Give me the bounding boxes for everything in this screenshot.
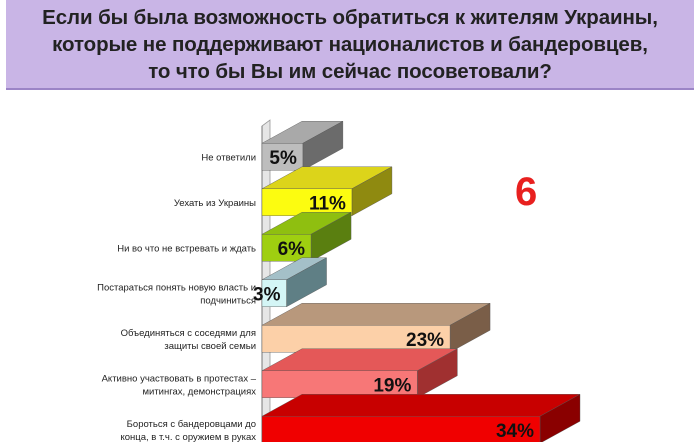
bar-top-face <box>261 394 581 417</box>
category-label: Ни во что не встревать и ждать <box>117 243 256 254</box>
bar-front-face <box>261 143 304 171</box>
category-label: Бороться с бандеровцами до <box>127 419 256 430</box>
category-label: подчиниться <box>200 295 256 306</box>
bar-4: 3% <box>253 257 327 308</box>
value-label: 11% <box>309 193 346 214</box>
bar-1: 5% <box>261 120 344 171</box>
bar-front-face <box>261 188 353 216</box>
chart-title: Если бы была возможность обратиться к жи… <box>42 5 658 83</box>
category-label: Активно участвовать в протестах – <box>102 373 257 384</box>
slide-number: 6 <box>515 170 538 214</box>
bar-front-face <box>261 416 541 442</box>
value-label: 5% <box>269 148 297 169</box>
category-label: Постараться понять новую власть и <box>97 282 256 293</box>
bar-5: 23% <box>261 302 491 353</box>
category-label: защиты своей семьи <box>164 341 256 352</box>
category-label: Объединяться с соседями для <box>121 328 256 339</box>
bar-6: 19% <box>261 348 458 399</box>
value-label: 19% <box>373 375 411 396</box>
category-label: Не ответили <box>201 152 256 163</box>
category-label: конца, в т.ч. с оружием в руках <box>121 432 257 442</box>
bar-front-face <box>261 279 287 307</box>
category-label: Уехать из Украины <box>174 198 256 209</box>
category-label: митингах, демонстрациях <box>142 386 256 397</box>
bar-3: 6% <box>261 211 352 262</box>
value-label: 6% <box>278 239 306 260</box>
bar-front-face <box>261 370 418 398</box>
bar-front-face <box>261 325 451 353</box>
bar-2: 11% <box>261 166 393 217</box>
title-banner: Если бы была возможность обратиться к жи… <box>6 0 694 90</box>
value-label: 3% <box>253 284 281 305</box>
bar-front-face <box>261 234 312 262</box>
value-label: 23% <box>406 330 444 351</box>
value-label: 34% <box>496 421 534 442</box>
bar-7: 34% <box>261 393 581 442</box>
